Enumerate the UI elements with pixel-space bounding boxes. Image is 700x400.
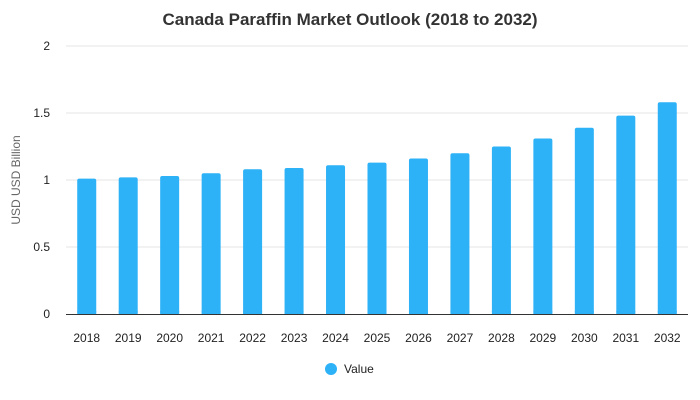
x-tick-label: 2018 xyxy=(73,331,100,345)
bar-base xyxy=(450,311,470,314)
x-axis-ticks: 2018 2019 2020 2021 2022 2023 2024 2025 2026 2027… xyxy=(73,331,681,345)
bar-2032[interactable] xyxy=(657,102,677,314)
bar-base xyxy=(491,311,511,314)
bar-2019[interactable] xyxy=(118,177,138,314)
x-tick-label: 2030 xyxy=(571,331,598,345)
bar-base xyxy=(533,311,553,314)
y-tick-label: 2 xyxy=(43,39,50,53)
bar-2030[interactable] xyxy=(574,127,594,315)
bar-base xyxy=(243,311,263,314)
bar-base xyxy=(77,311,97,314)
bar-2031[interactable] xyxy=(616,115,636,315)
y-tick-label: 1 xyxy=(43,173,50,187)
x-tick-label: 2022 xyxy=(239,331,266,345)
bar-base xyxy=(616,311,636,314)
bar-2018[interactable] xyxy=(77,178,97,314)
x-tick-label: 2021 xyxy=(198,331,225,345)
x-tick-label: 2024 xyxy=(322,331,349,345)
y-tick-label: 1.5 xyxy=(33,106,50,120)
legend[interactable]: Value xyxy=(325,362,374,376)
x-tick-label: 2027 xyxy=(447,331,474,345)
y-axis-title: USD USD Billion xyxy=(9,135,23,224)
x-tick-label: 2029 xyxy=(530,331,557,345)
chart-title: Canada Paraffin Market Outlook (2018 to … xyxy=(162,10,537,29)
bar-base xyxy=(284,311,304,314)
y-tick-label: 0.5 xyxy=(33,240,50,254)
bar-2027[interactable] xyxy=(450,153,470,314)
bar-base xyxy=(657,311,677,314)
bar-base xyxy=(160,311,180,314)
x-tick-label: 2028 xyxy=(488,331,515,345)
bars xyxy=(77,102,677,315)
x-tick-label: 2026 xyxy=(405,331,432,345)
bar-2022[interactable] xyxy=(243,169,263,314)
bar-2021[interactable] xyxy=(201,173,221,314)
legend-label: Value xyxy=(344,362,374,376)
bar-2025[interactable] xyxy=(367,162,387,314)
bar-base xyxy=(367,311,387,314)
bar-2023[interactable] xyxy=(284,167,304,314)
x-tick-label: 2019 xyxy=(115,331,142,345)
bar-2026[interactable] xyxy=(408,158,428,314)
legend-marker xyxy=(325,363,337,375)
x-tick-label: 2031 xyxy=(612,331,639,345)
x-tick-label: 2032 xyxy=(654,331,681,345)
bar-base xyxy=(118,311,138,314)
bar-base xyxy=(574,311,594,314)
x-tick-label: 2023 xyxy=(281,331,308,345)
y-axis-ticks: 0 0.5 1 1.5 2 xyxy=(33,39,50,321)
bar-base xyxy=(326,311,346,314)
x-tick-label: 2020 xyxy=(156,331,183,345)
bar-2024[interactable] xyxy=(326,165,346,314)
y-tick-label: 0 xyxy=(43,307,50,321)
bar-base xyxy=(201,311,221,314)
bar-2020[interactable] xyxy=(160,175,180,314)
bar-2028[interactable] xyxy=(491,146,511,315)
x-tick-label: 2025 xyxy=(364,331,391,345)
bar-base xyxy=(408,311,428,314)
bar-2029[interactable] xyxy=(533,138,553,314)
